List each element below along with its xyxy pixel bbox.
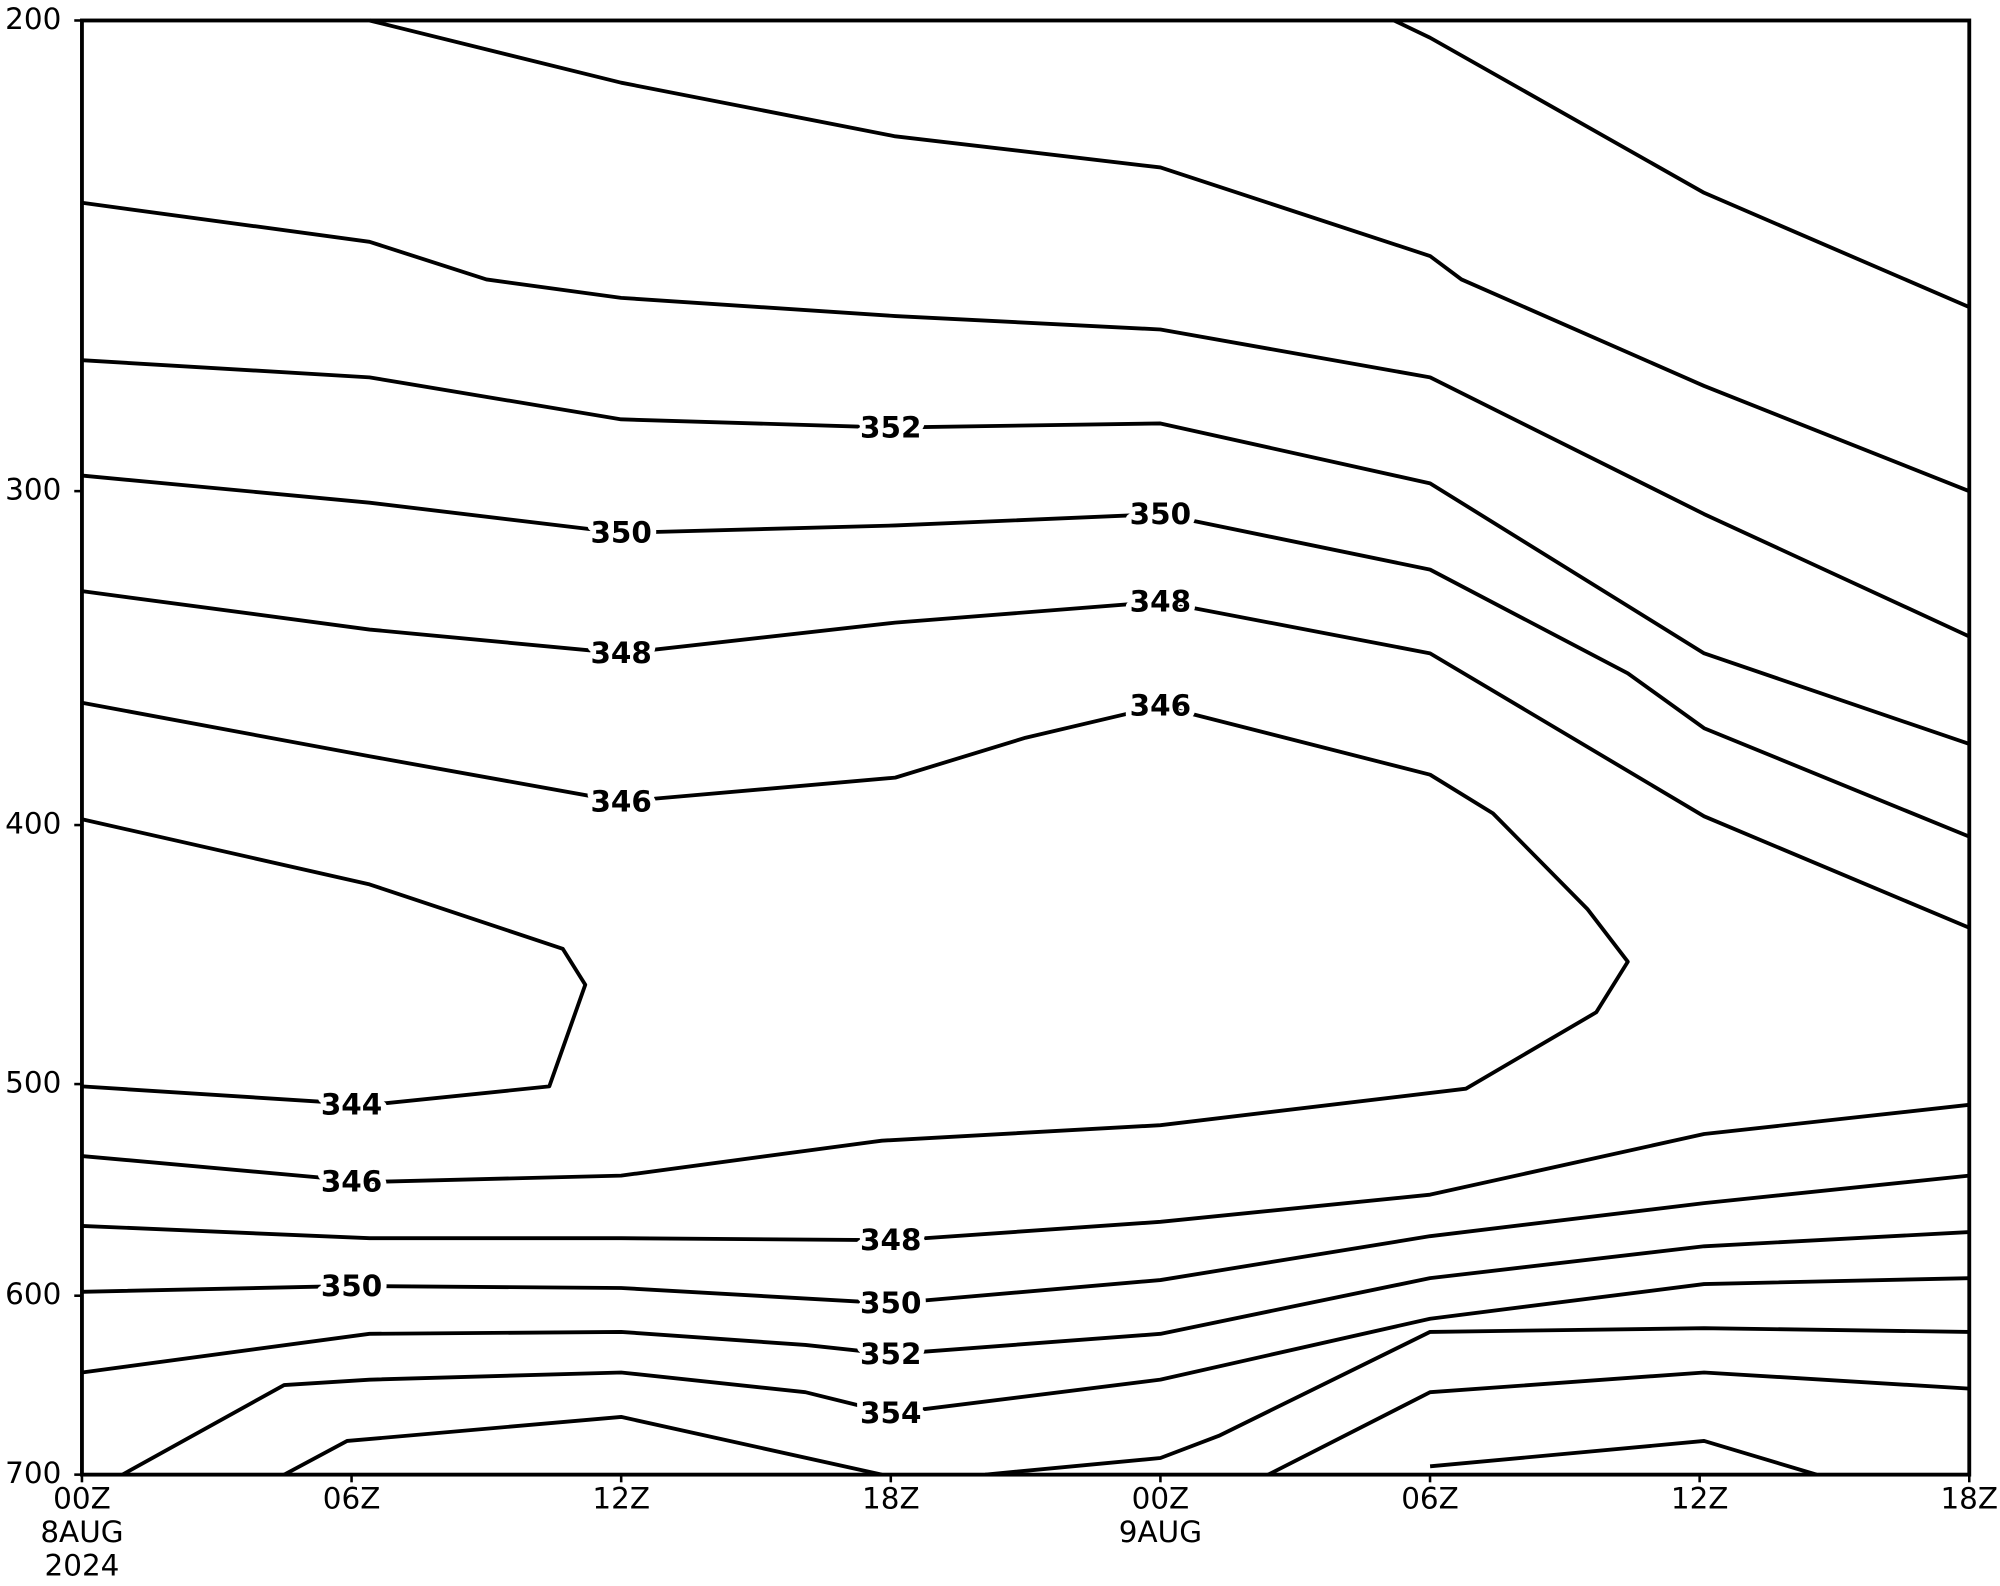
contour-line [81, 473, 1970, 839]
x-tick-label: 06Z [1401, 1482, 1459, 1516]
x-date-label: 2024 [44, 1548, 119, 1582]
contour-label: 350 [590, 516, 651, 550]
contour-label: 354 [860, 1396, 921, 1430]
y-tick-label: 700 [5, 1456, 61, 1490]
contour-line [1429, 1439, 1818, 1477]
plot-frame [80, 18, 1972, 1477]
y-tick-label: 300 [5, 473, 61, 507]
contour-line [1393, 18, 1971, 309]
contour-label: 344 [321, 1088, 382, 1122]
contour-line [81, 200, 1971, 639]
contour-line [984, 1326, 1970, 1477]
contour-line [81, 1173, 1970, 1306]
contour-line [81, 358, 1970, 746]
contour-label: 348 [590, 636, 651, 670]
x-tick-label: 00Z [53, 1482, 111, 1516]
x-tick-label: 18Z [862, 1482, 920, 1516]
contour-label: 350 [1130, 497, 1191, 531]
contour-line [81, 1230, 1970, 1375]
x-tick-label: 00Z [1132, 1482, 1190, 1516]
contour-label: 346 [590, 784, 651, 818]
contour-line [81, 700, 1630, 1184]
contour-line [369, 18, 1970, 493]
x-tick-label: 12Z [1671, 1482, 1729, 1516]
contour-label: 348 [1130, 585, 1191, 619]
contour-label: 352 [860, 1337, 921, 1371]
contour-line [121, 1276, 1970, 1477]
contour-line [1267, 1370, 1970, 1477]
contour-line [283, 1414, 883, 1477]
x-tick-label: 12Z [592, 1482, 650, 1516]
contour-label: 350 [860, 1286, 921, 1320]
contour-label: 350 [321, 1269, 382, 1303]
contour-line [81, 817, 588, 1107]
y-tick-label: 600 [5, 1277, 61, 1311]
contour-line [81, 589, 1971, 930]
contour-label: 352 [860, 410, 921, 444]
contours [81, 18, 1971, 1477]
y-tick-label: 500 [5, 1066, 61, 1100]
y-tick-label: 200 [5, 2, 61, 36]
x-date-label: 9AUG [1119, 1515, 1202, 1549]
contour-label: 346 [321, 1165, 382, 1199]
contour-line [81, 1102, 1970, 1243]
y-tick-label: 400 [5, 807, 61, 841]
x-date-label: 8AUG [40, 1515, 123, 1549]
x-tick-label: 06Z [323, 1482, 381, 1516]
contour-label: 348 [860, 1223, 921, 1257]
contour-label: 346 [1130, 689, 1191, 723]
x-tick-label: 18Z [1940, 1482, 1998, 1516]
